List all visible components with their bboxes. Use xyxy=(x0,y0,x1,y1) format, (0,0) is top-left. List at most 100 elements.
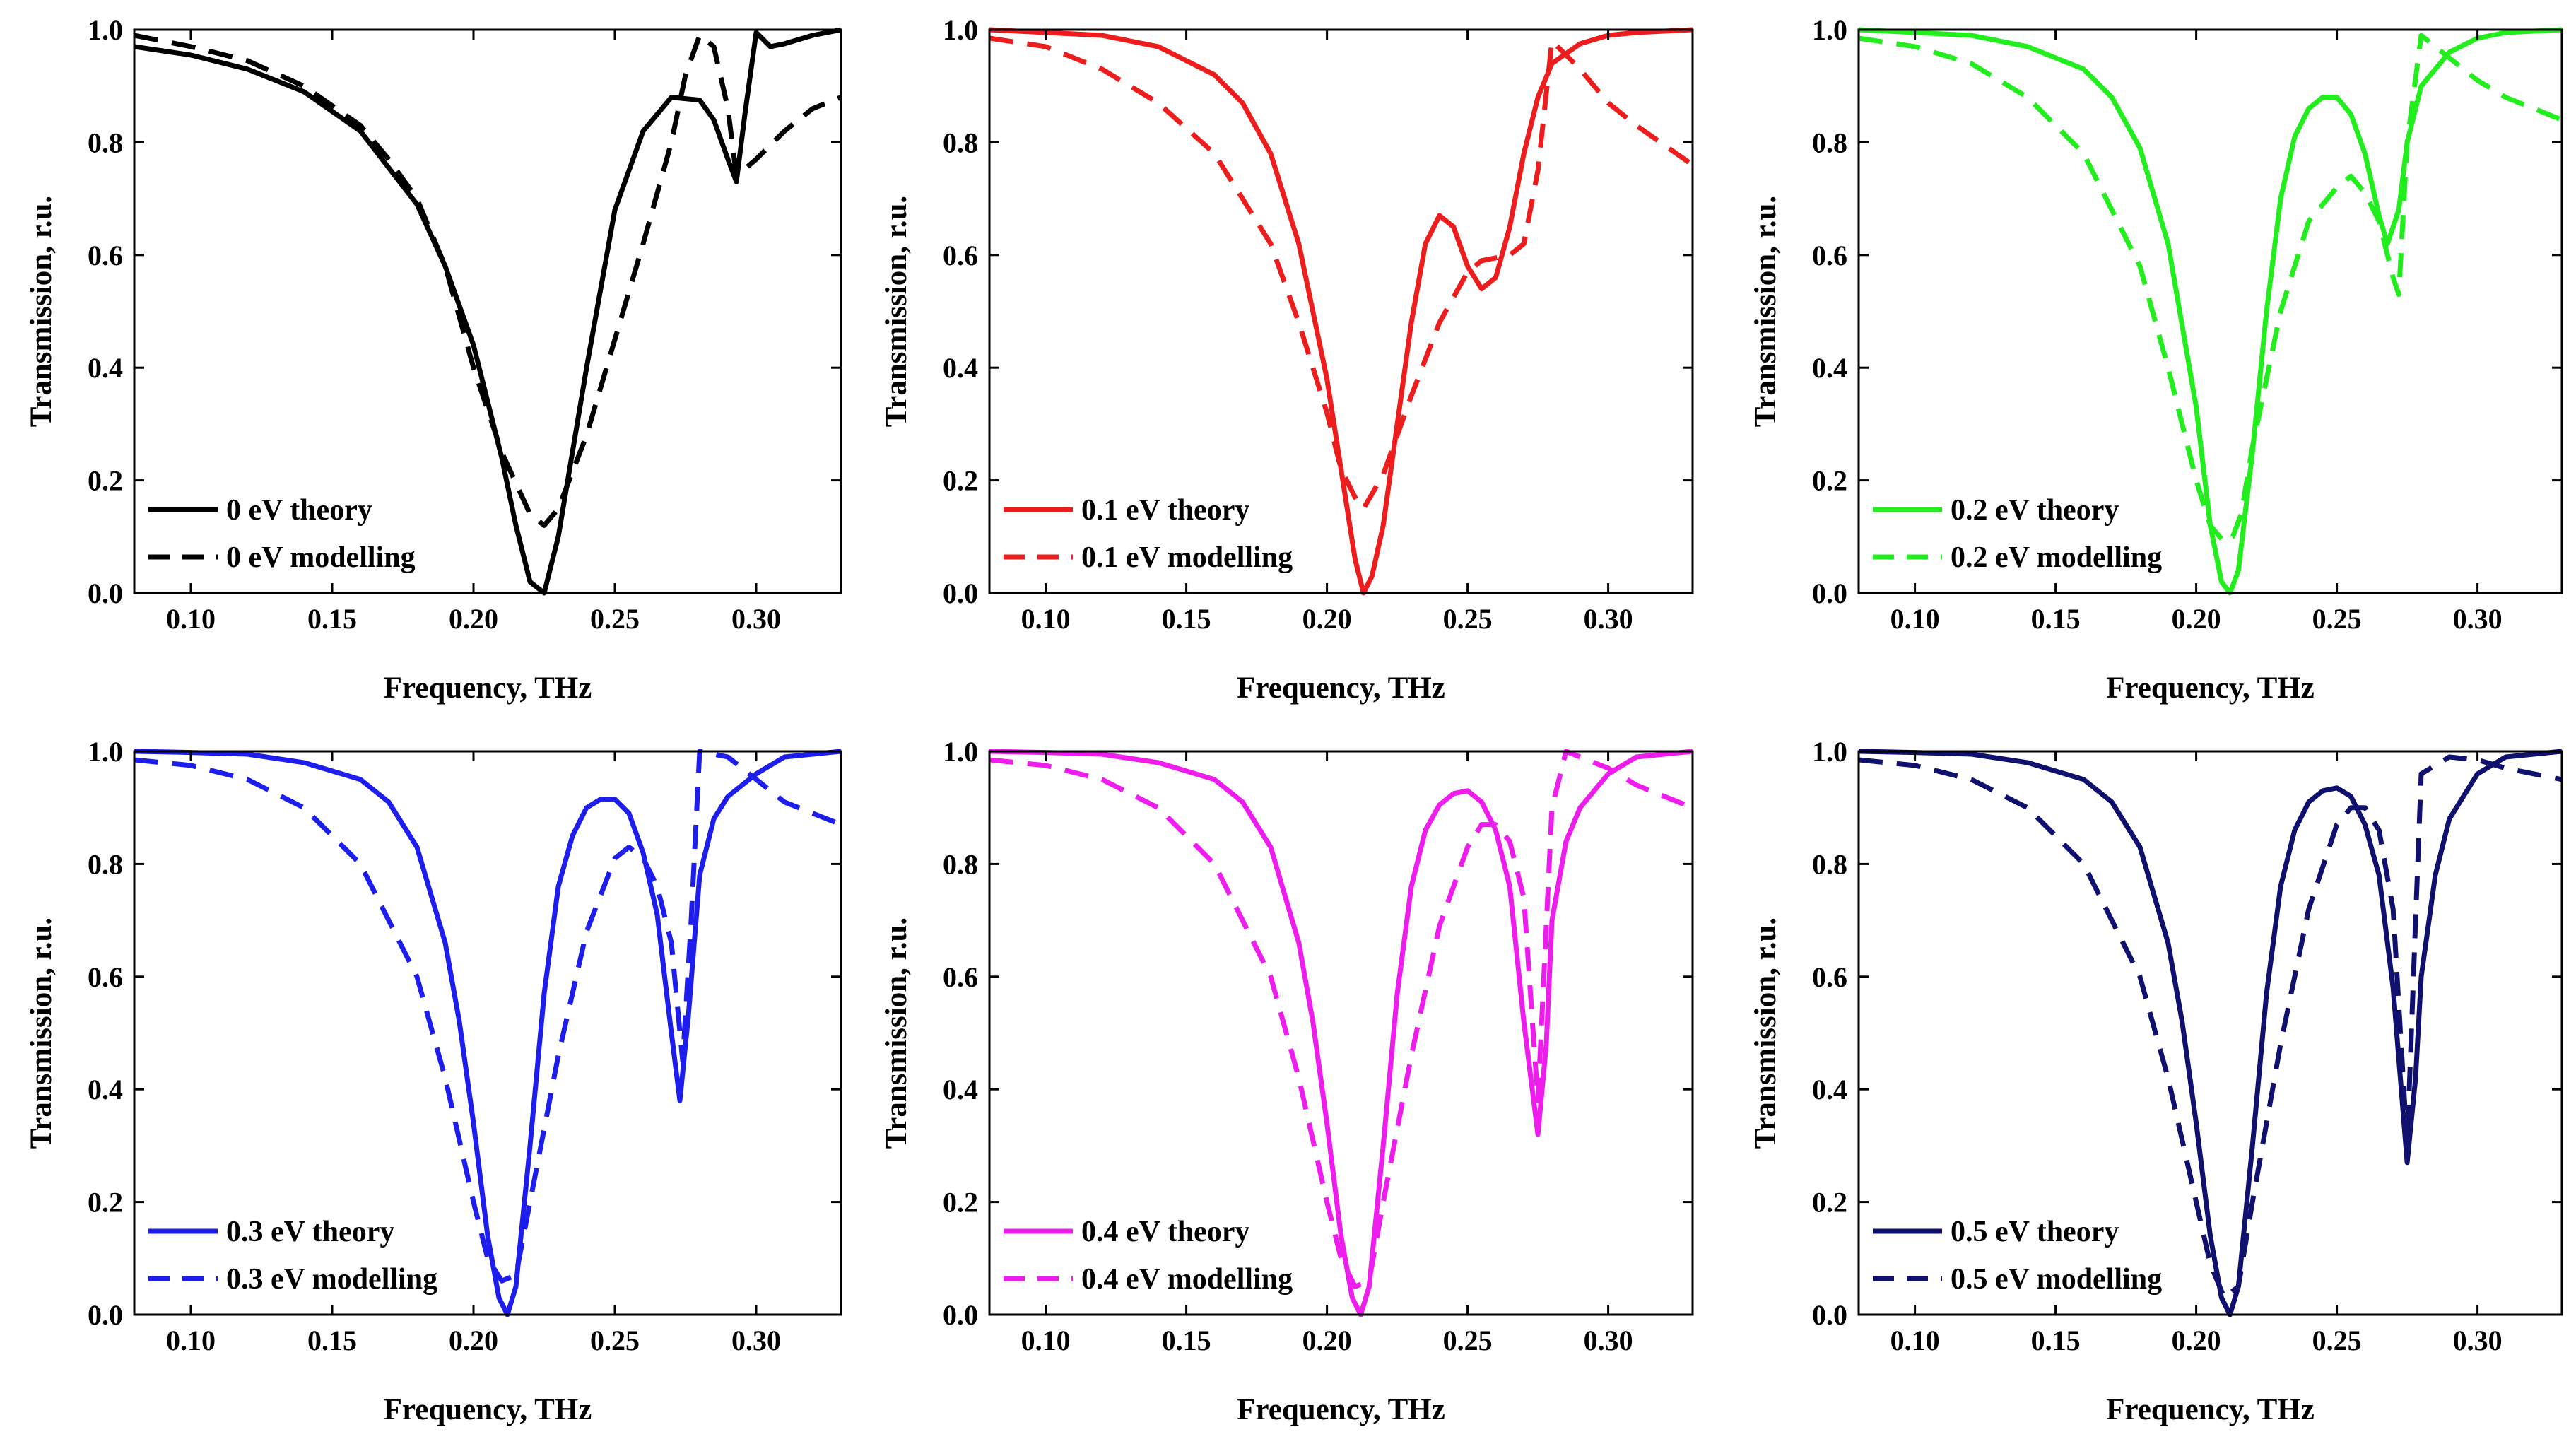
x-tick-label: 0.10 xyxy=(1021,603,1071,635)
x-axis-label: Frequency, THz xyxy=(1237,671,1445,705)
x-tick-label: 0.20 xyxy=(1302,1325,1352,1356)
chart-panel-4: 0.10 0.15 0.20 0.25 0.30 0.0 0.2 0.4 0.6 0.8 1.0 Fr… xyxy=(25,736,842,1426)
plot-frame xyxy=(1857,750,2563,1316)
legend-label: 0.4 eV theory xyxy=(1081,1216,1249,1248)
plot-frame xyxy=(988,28,1694,594)
x-tick-label: 0.20 xyxy=(2172,1325,2221,1356)
plot-frame xyxy=(133,750,842,1316)
y-tick-label: 1.0 xyxy=(88,736,123,768)
legend-label: 0.5 eV modelling xyxy=(1951,1263,2162,1296)
legend-label: 0 eV theory xyxy=(226,494,372,527)
series-line-theory xyxy=(134,749,841,1317)
y-tick-label: 0.0 xyxy=(943,1299,978,1331)
series-line-modelling xyxy=(989,749,1693,1289)
y-tick-label: 0.8 xyxy=(88,127,123,158)
legend-label: 0.2 eV modelling xyxy=(1951,541,2162,574)
x-tick-label: 0.30 xyxy=(2453,603,2503,635)
y-tick-label: 0.6 xyxy=(1812,961,1847,993)
x-tick-label: 0.10 xyxy=(166,603,216,635)
y-tick-label: 0.0 xyxy=(1812,1299,1847,1331)
y-tick-label: 1.0 xyxy=(1812,736,1847,768)
legend: 0 eV theory 0 eV modelling xyxy=(148,494,416,574)
x-axis-label: Frequency, THz xyxy=(384,671,592,705)
legend: 0.1 eV theory 0.1 eV modelling xyxy=(1004,494,1293,574)
x-tick-label: 0.30 xyxy=(2453,1325,2503,1356)
x-axis-label: Frequency, THz xyxy=(384,1393,592,1426)
y-tick-label: 0.0 xyxy=(88,1299,123,1331)
y-tick-label: 0.4 xyxy=(943,352,978,384)
x-tick-label: 0.20 xyxy=(1302,603,1352,635)
legend: 0.2 eV theory 0.2 eV modelling xyxy=(1873,494,2162,574)
x-axis-label: Frequency, THz xyxy=(2106,671,2315,705)
y-tick-label: 0.0 xyxy=(943,577,978,609)
y-tick-label: 0.2 xyxy=(943,465,978,497)
legend-label: 0.1 eV modelling xyxy=(1081,541,1293,574)
y-axis-label: Transmission, r.u. xyxy=(1749,917,1782,1149)
y-tick-label: 0.6 xyxy=(943,961,978,993)
x-tick-label: 0.20 xyxy=(449,1325,498,1356)
y-tick-label: 0.8 xyxy=(88,848,123,880)
x-tick-label: 0.20 xyxy=(449,603,498,635)
y-axis-label: Transmission, r.u. xyxy=(25,196,58,427)
y-tick-label: 0.2 xyxy=(88,465,123,497)
y-axis-label: Transmission, r.u. xyxy=(25,917,58,1149)
legend-label: 0.1 eV theory xyxy=(1081,494,1249,527)
y-tick-label: 0.8 xyxy=(1812,848,1847,880)
y-tick-label: 1.0 xyxy=(88,14,123,46)
plot-frame xyxy=(133,28,842,594)
x-tick-label: 0.15 xyxy=(1162,603,1211,635)
y-tick-label: 0.2 xyxy=(943,1187,978,1219)
y-tick-label: 0.6 xyxy=(88,240,123,271)
series-line-theory xyxy=(989,27,1693,596)
legend-label: 0.3 eV theory xyxy=(226,1216,394,1248)
x-tick-label: 0.25 xyxy=(1443,1325,1493,1356)
series-line-modelling xyxy=(134,749,841,1284)
series-line-modelling xyxy=(989,35,1693,511)
y-tick-label: 0.6 xyxy=(88,961,123,993)
x-tick-label: 0.30 xyxy=(1584,603,1633,635)
y-axis-label: Transmission, r.u. xyxy=(880,196,913,427)
x-axis-label: Frequency, THz xyxy=(1237,1393,1445,1426)
chart-panel-5: 0.10 0.15 0.20 0.25 0.30 0.0 0.2 0.4 0.6 0.8 1.0 Fr… xyxy=(880,736,1694,1426)
y-tick-label: 0.4 xyxy=(88,1074,123,1105)
x-tick-label: 0.25 xyxy=(2312,1325,2362,1356)
y-tick-label: 0.4 xyxy=(943,1074,978,1105)
series-line-modelling xyxy=(1859,33,2562,545)
x-tick-label: 0.10 xyxy=(1890,1325,1940,1356)
legend-label: 0.4 eV modelling xyxy=(1081,1263,1293,1296)
x-tick-label: 0.15 xyxy=(1162,1325,1211,1356)
y-tick-label: 0.0 xyxy=(1812,577,1847,609)
legend-label: 0.2 eV theory xyxy=(1951,494,2119,527)
x-tick-label: 0.30 xyxy=(731,1325,781,1356)
y-tick-label: 0.2 xyxy=(1812,1187,1847,1219)
x-tick-label: 0.25 xyxy=(2312,603,2362,635)
series-line-theory xyxy=(1859,749,2562,1317)
legend-label: 0.3 eV modelling xyxy=(226,1263,437,1296)
y-tick-label: 0.2 xyxy=(88,1187,123,1219)
x-tick-label: 0.20 xyxy=(2172,603,2221,635)
y-tick-label: 1.0 xyxy=(943,14,978,46)
series-line-modelling xyxy=(134,33,841,528)
y-tick-label: 0.8 xyxy=(943,848,978,880)
legend-label: 0.5 eV theory xyxy=(1951,1216,2119,1248)
x-tick-label: 0.15 xyxy=(2031,603,2081,635)
y-tick-label: 0.8 xyxy=(1812,127,1847,158)
x-tick-label: 0.10 xyxy=(166,1325,216,1356)
x-tick-label: 0.15 xyxy=(2031,1325,2081,1356)
x-axis-label: Frequency, THz xyxy=(2106,1393,2315,1426)
chart-panel-2: 0.10 0.15 0.20 0.25 0.30 0.0 0.2 0.4 0.6 0.8 1.0 Fr… xyxy=(880,14,1694,705)
y-tick-label: 0.0 xyxy=(88,577,123,609)
y-axis-label: Transmission, r.u. xyxy=(880,917,913,1149)
legend: 0.4 eV theory 0.4 eV modelling xyxy=(1004,1216,1293,1296)
x-tick-label: 0.15 xyxy=(307,1325,357,1356)
x-tick-label: 0.30 xyxy=(731,603,781,635)
y-axis-label: Transmission, r.u. xyxy=(1749,196,1782,427)
chart-panel-1: 0.10 0.15 0.20 0.25 0.30 0.0 0.2 0.4 0.6 0.8 1.0 Fr… xyxy=(25,14,842,705)
series-line-theory xyxy=(134,27,841,596)
plot-frame xyxy=(988,750,1694,1316)
y-tick-label: 0.6 xyxy=(1812,240,1847,271)
x-tick-label: 0.10 xyxy=(1021,1325,1071,1356)
plot-frame xyxy=(1857,28,2563,594)
y-tick-label: 0.8 xyxy=(943,127,978,158)
